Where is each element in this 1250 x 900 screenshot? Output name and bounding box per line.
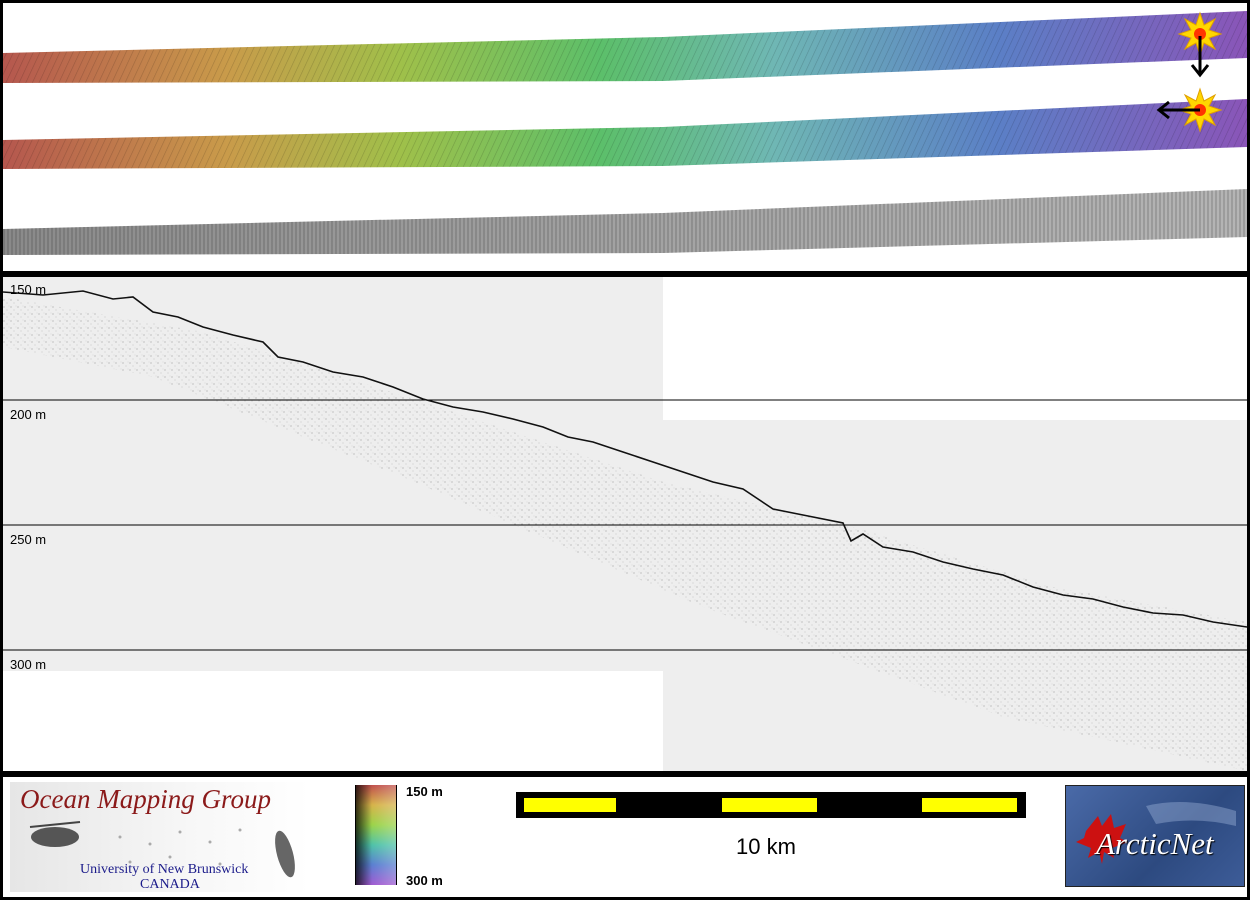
omg-subtitle-1: University of New Brunswick xyxy=(80,862,249,877)
depth-label-300: 300 m xyxy=(10,657,47,672)
vessel-icon xyxy=(29,821,295,878)
left-arrow-icon xyxy=(1156,100,1200,120)
scale-bar xyxy=(516,792,1026,818)
omg-subtitle-2: CANADA xyxy=(140,877,200,892)
profile-panel: 150 m 200 m 250 m 300 m xyxy=(3,277,1247,771)
swath-svg xyxy=(3,11,1247,255)
depth-label-250: 250 m xyxy=(10,532,47,547)
legend-panel: Ocean Mapping Group University of New Br… xyxy=(3,777,1247,897)
omg-title: Ocean Mapping Group xyxy=(20,784,271,814)
colorbar-bottom-label: 300 m xyxy=(406,873,443,888)
maple-leaf-icon xyxy=(1076,802,1236,864)
omg-logo: Ocean Mapping Group University of New Br… xyxy=(10,782,310,892)
profile-svg xyxy=(3,277,1247,771)
depth-label-200: 200 m xyxy=(10,407,47,422)
seafloor-profile xyxy=(3,290,1247,628)
scale-label: 10 km xyxy=(736,834,796,859)
depth-label-150: 150 m xyxy=(10,282,47,297)
colorbar-top-label: 150 m xyxy=(406,784,443,799)
arcticnet-text: ArcticNet xyxy=(1096,826,1214,861)
down-arrow-icon xyxy=(1190,36,1210,78)
arcticnet-logo: ArcticNet xyxy=(1065,785,1245,887)
swath-panel xyxy=(3,3,1247,271)
depth-colorbar xyxy=(355,785,397,885)
